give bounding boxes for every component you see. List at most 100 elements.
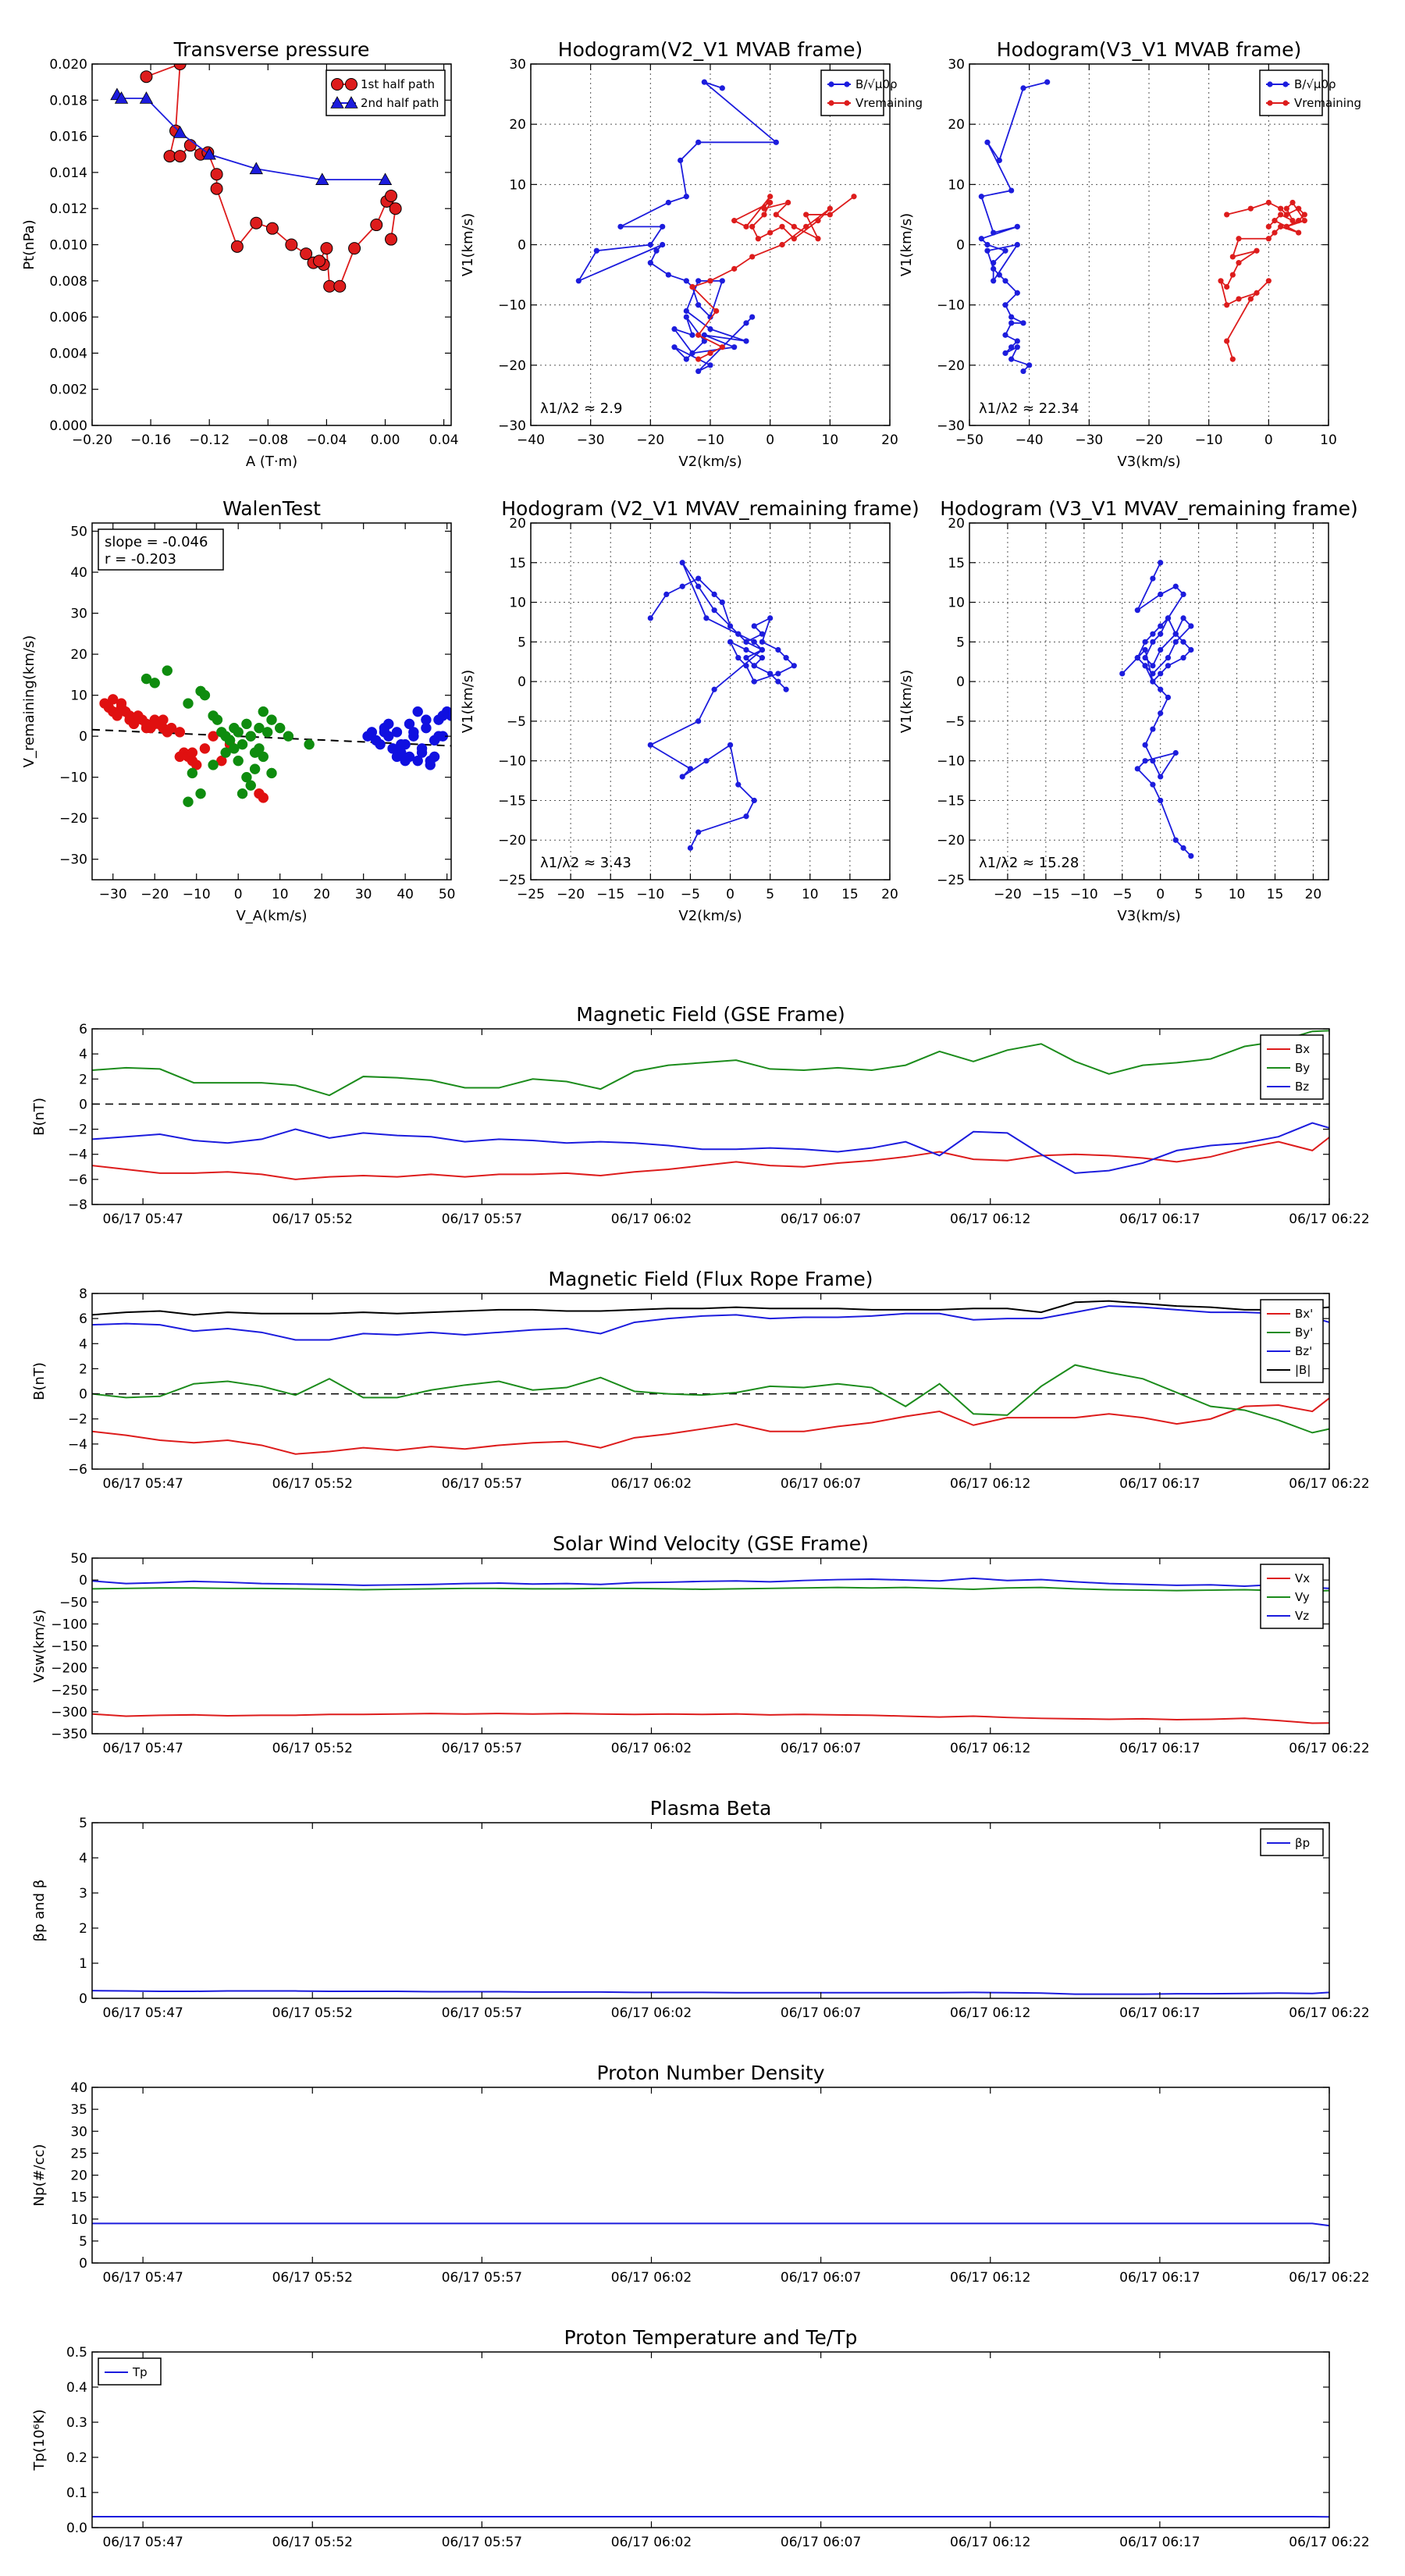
y-axis-label: V1(km/s)	[460, 213, 476, 276]
data-point	[743, 663, 749, 669]
data-point	[183, 796, 194, 807]
data-point	[731, 344, 738, 350]
data-point	[1158, 710, 1164, 717]
x-tick-label: 0.00	[371, 432, 400, 448]
x-tick-label: −20	[1135, 432, 1163, 448]
series-B	[647, 560, 797, 851]
data-point	[761, 205, 767, 212]
data-point	[851, 194, 857, 200]
legend-label: Vx	[1295, 1571, 1310, 1585]
data-point	[1150, 639, 1156, 645]
chart-title: Solar Wind Velocity (GSE Frame)	[553, 1532, 869, 1555]
y-tick-label: 15	[70, 2190, 87, 2206]
data-point	[701, 79, 707, 85]
chart-hodogram-v3v1-mvav: Hodogram (V3_V1 MVAV_remaining frame) −25…	[898, 497, 1358, 924]
x-tick-label: 06/17 05:52	[272, 2270, 353, 2286]
x-tick-label: 10	[1229, 887, 1246, 902]
x-axis-label: V2(km/s)	[678, 454, 742, 470]
legend-marker	[844, 81, 850, 87]
data-point	[647, 260, 653, 266]
data-point	[1172, 837, 1179, 843]
y-tick-label: −6	[68, 1172, 87, 1188]
data-point	[1014, 338, 1020, 344]
data-point	[1254, 247, 1260, 254]
legend: Bx By Bz	[1260, 1034, 1324, 1100]
data-point	[212, 714, 223, 725]
y-tick-label: 0.012	[49, 201, 87, 217]
legend-label: 1st half path	[361, 77, 435, 91]
y-tick-label: 30	[948, 57, 965, 73]
x-tick-label: −5	[681, 887, 700, 902]
data-point	[1026, 362, 1033, 368]
x-tick-label: 06/17 06:07	[781, 1741, 861, 1756]
series-line	[92, 1364, 1329, 1434]
data-point	[412, 706, 423, 717]
y-tick-label: 20	[70, 2169, 87, 2184]
data-point	[1008, 356, 1015, 362]
chart-title: Hodogram (V3_V1 MVAV_remaining frame)	[940, 497, 1358, 520]
x-tick-label: 06/17 05:57	[442, 1476, 522, 1492]
series-B	[1119, 560, 1194, 859]
data-point	[689, 350, 695, 356]
data-point	[991, 278, 997, 284]
data-point	[241, 718, 252, 730]
axes-frame	[91, 2351, 1330, 2528]
y-tick-label: −10	[937, 754, 965, 770]
data-point	[389, 202, 402, 215]
data-point	[775, 671, 781, 677]
y-tick-label: −250	[51, 1683, 87, 1699]
y-tick-label: 15	[509, 556, 526, 571]
data-point	[711, 607, 717, 614]
data-point	[779, 223, 785, 229]
data-point	[1188, 623, 1194, 629]
x-tick-label: 06/17 06:12	[950, 1741, 1030, 1756]
x-tick-label: 06/17 06:02	[611, 2005, 692, 2021]
data-point	[671, 326, 678, 333]
legend-label: Vy	[1295, 1590, 1310, 1604]
data-point	[687, 766, 694, 772]
y-tick-label: 0.006	[49, 310, 87, 326]
y-tick-label: 4	[79, 1047, 87, 1062]
data-point	[701, 332, 707, 338]
data-point	[1272, 218, 1278, 224]
data-point	[250, 216, 263, 229]
data-point	[1158, 623, 1164, 629]
data-point	[1150, 781, 1156, 788]
data-point	[683, 314, 689, 320]
x-tick-label: 06/17 05:47	[102, 2270, 183, 2286]
data-point	[195, 788, 206, 799]
x-tick-label: 06/17 06:07	[781, 2005, 861, 2021]
data-point	[149, 678, 160, 688]
y-tick-label: −4	[68, 1147, 87, 1163]
data-point	[1172, 583, 1179, 589]
data-point	[791, 223, 797, 229]
data-point	[678, 157, 684, 164]
series-B/√μ0ρ	[575, 79, 779, 375]
legend-marker	[1267, 100, 1273, 106]
y-tick-label: 0.014	[49, 165, 87, 181]
data-point	[387, 743, 398, 754]
data-point	[719, 599, 725, 606]
series-line	[92, 1713, 1329, 1724]
series-line	[116, 94, 386, 181]
data-point	[1278, 212, 1284, 218]
x-tick-label: 06/17 05:47	[102, 1212, 183, 1227]
x-tick-label: −10	[696, 432, 724, 448]
x-tick-label: 06/17 05:57	[442, 2270, 522, 2286]
x-tick-label: 06/17 06:12	[950, 1476, 1030, 1492]
legend-label: |B|	[1295, 1363, 1311, 1377]
x-tick-label: 06/17 06:22	[1289, 2270, 1369, 2286]
legend: βp	[1260, 1828, 1324, 1856]
chart-title: Hodogram(V2_V1 MVAB frame)	[558, 38, 863, 61]
y-tick-label: 20	[509, 117, 526, 133]
legend-marker	[1282, 81, 1289, 87]
data-point	[803, 212, 809, 218]
data-point	[575, 278, 582, 284]
series-Bx'	[92, 1397, 1329, 1455]
data-point	[274, 722, 286, 734]
x-tick-label: 20	[881, 887, 898, 902]
y-tick-label: 0.0	[66, 2521, 87, 2536]
data-point	[1180, 591, 1186, 598]
data-point	[421, 714, 432, 725]
